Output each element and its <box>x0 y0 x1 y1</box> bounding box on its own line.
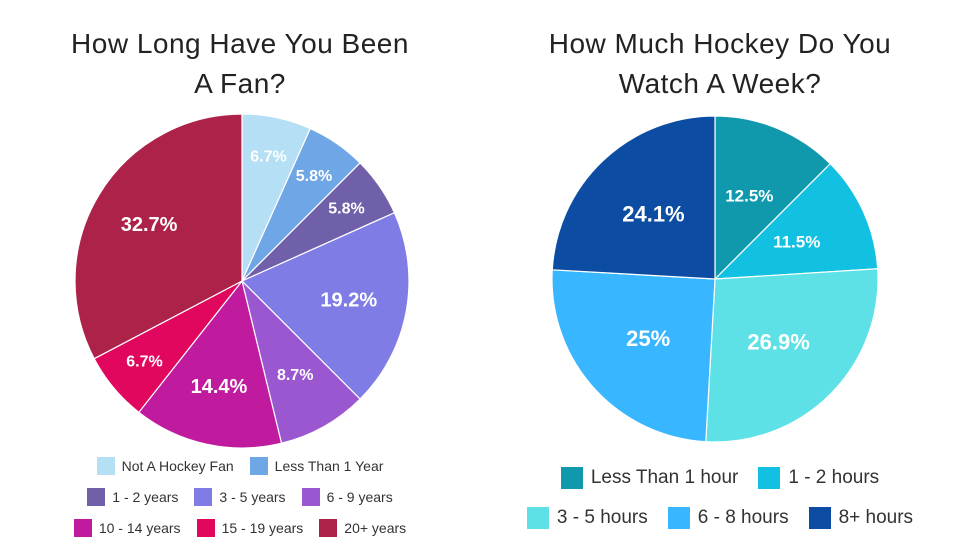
legend-item: 8+ hours <box>808 507 914 529</box>
legend-swatch <box>249 456 268 475</box>
legend-item: 3 - 5 hours <box>526 507 648 529</box>
pie-slice <box>240 279 361 444</box>
pie-slice <box>137 279 283 449</box>
legend-swatch <box>196 518 215 537</box>
legend-item: Less Than 1 Year <box>249 456 384 475</box>
legend-label: 10 - 14 years <box>98 519 181 536</box>
title-line: A Fan? <box>194 68 286 99</box>
legend-label: 6 - 8 hours <box>697 507 789 528</box>
pie-slice <box>714 115 832 281</box>
slice-label: 26.9% <box>747 330 809 355</box>
legend-label: 8+ hours <box>838 507 914 528</box>
legend-swatch <box>758 467 781 489</box>
legend-swatch <box>73 518 92 537</box>
legend-label: 15 - 19 years <box>221 519 304 536</box>
legend-row: 3 - 5 hours 6 - 8 hours 8+ hours <box>500 498 940 538</box>
title-line: How Much Hockey Do You <box>548 28 892 59</box>
legend-swatch <box>87 487 106 506</box>
legend-item: Less Than 1 hour <box>560 467 739 489</box>
legend-swatch <box>667 507 690 529</box>
pie-slice <box>551 269 716 443</box>
title-line: How Long Have You Been <box>71 28 409 59</box>
title-line: Watch A Week? <box>618 68 822 99</box>
slice-label: 11.5% <box>773 233 820 252</box>
legend-item: Not A Hockey Fan <box>96 456 234 475</box>
legend-label: 20+ years <box>344 519 407 536</box>
legend-item: 6 - 9 years <box>301 487 393 506</box>
legend-swatch <box>526 507 549 529</box>
slice-label: 6.7% <box>250 148 286 165</box>
legend-row: 10 - 14 years 15 - 19 years 20+ years <box>40 512 440 543</box>
slice-label: 5.8% <box>296 168 332 185</box>
chart-title-weekly-watching: How Much Hockey Do You Watch A Week? <box>500 24 940 104</box>
legend-label: 1 - 2 hours <box>788 467 880 488</box>
legend-row: Not A Hockey Fan Less Than 1 Year <box>40 450 440 481</box>
slice-label: 14.4% <box>191 376 248 398</box>
slice-label: 5.8% <box>328 201 364 218</box>
legend-item: 6 - 8 hours <box>667 507 789 529</box>
chart-title-fan-duration: How Long Have You Been A Fan? <box>20 24 460 104</box>
legend-swatch <box>96 456 115 475</box>
slice-label: 12.5% <box>725 187 773 206</box>
pie-slice <box>551 115 716 280</box>
pie-slice <box>705 268 879 443</box>
legend-swatch <box>560 467 583 489</box>
legend-item: 20+ years <box>319 518 407 537</box>
slice-label: 25% <box>626 326 670 351</box>
legend-label: Not A Hockey Fan <box>121 457 234 474</box>
slice-label: 6.7% <box>126 354 162 371</box>
slice-label: 24.1% <box>622 201 684 226</box>
slice-label: 19.2% <box>320 290 377 312</box>
legend-label: 1 - 2 years <box>112 488 179 505</box>
legend-row: 1 - 2 years 3 - 5 years 6 - 9 years <box>40 481 440 512</box>
legend-swatch <box>194 487 213 506</box>
pie-slice <box>240 211 410 400</box>
legend-swatch <box>301 487 320 506</box>
legend-item: 15 - 19 years <box>196 518 304 537</box>
slice-label: 32.7% <box>121 214 178 236</box>
legend-item: 3 - 5 years <box>194 487 286 506</box>
pie-slice <box>713 162 879 280</box>
legend-weekly-watching: Less Than 1 hour 1 - 2 hours 3 - 5 hours 6 … <box>500 458 940 538</box>
legend-item: 1 - 2 hours <box>758 467 879 489</box>
legend-label: Less Than 1 Year <box>274 457 384 474</box>
legend-label: 6 - 9 years <box>326 488 393 505</box>
pie-slice <box>74 113 243 360</box>
legend-swatch <box>808 507 831 529</box>
legend-label: 3 - 5 hours <box>556 507 648 528</box>
legend-fan-duration: Not A Hockey Fan Less Than 1 Year 1 - 2 ye… <box>40 450 440 543</box>
legend-item: 10 - 14 years <box>73 518 181 537</box>
legend-swatch <box>319 518 338 537</box>
legend-label: Less Than 1 hour <box>590 467 739 488</box>
legend-label: 3 - 5 years <box>219 488 286 505</box>
legend-row: Less Than 1 hour 1 - 2 hours <box>500 458 940 498</box>
legend-item: 1 - 2 years <box>87 487 179 506</box>
slice-label: 8.7% <box>277 367 313 384</box>
